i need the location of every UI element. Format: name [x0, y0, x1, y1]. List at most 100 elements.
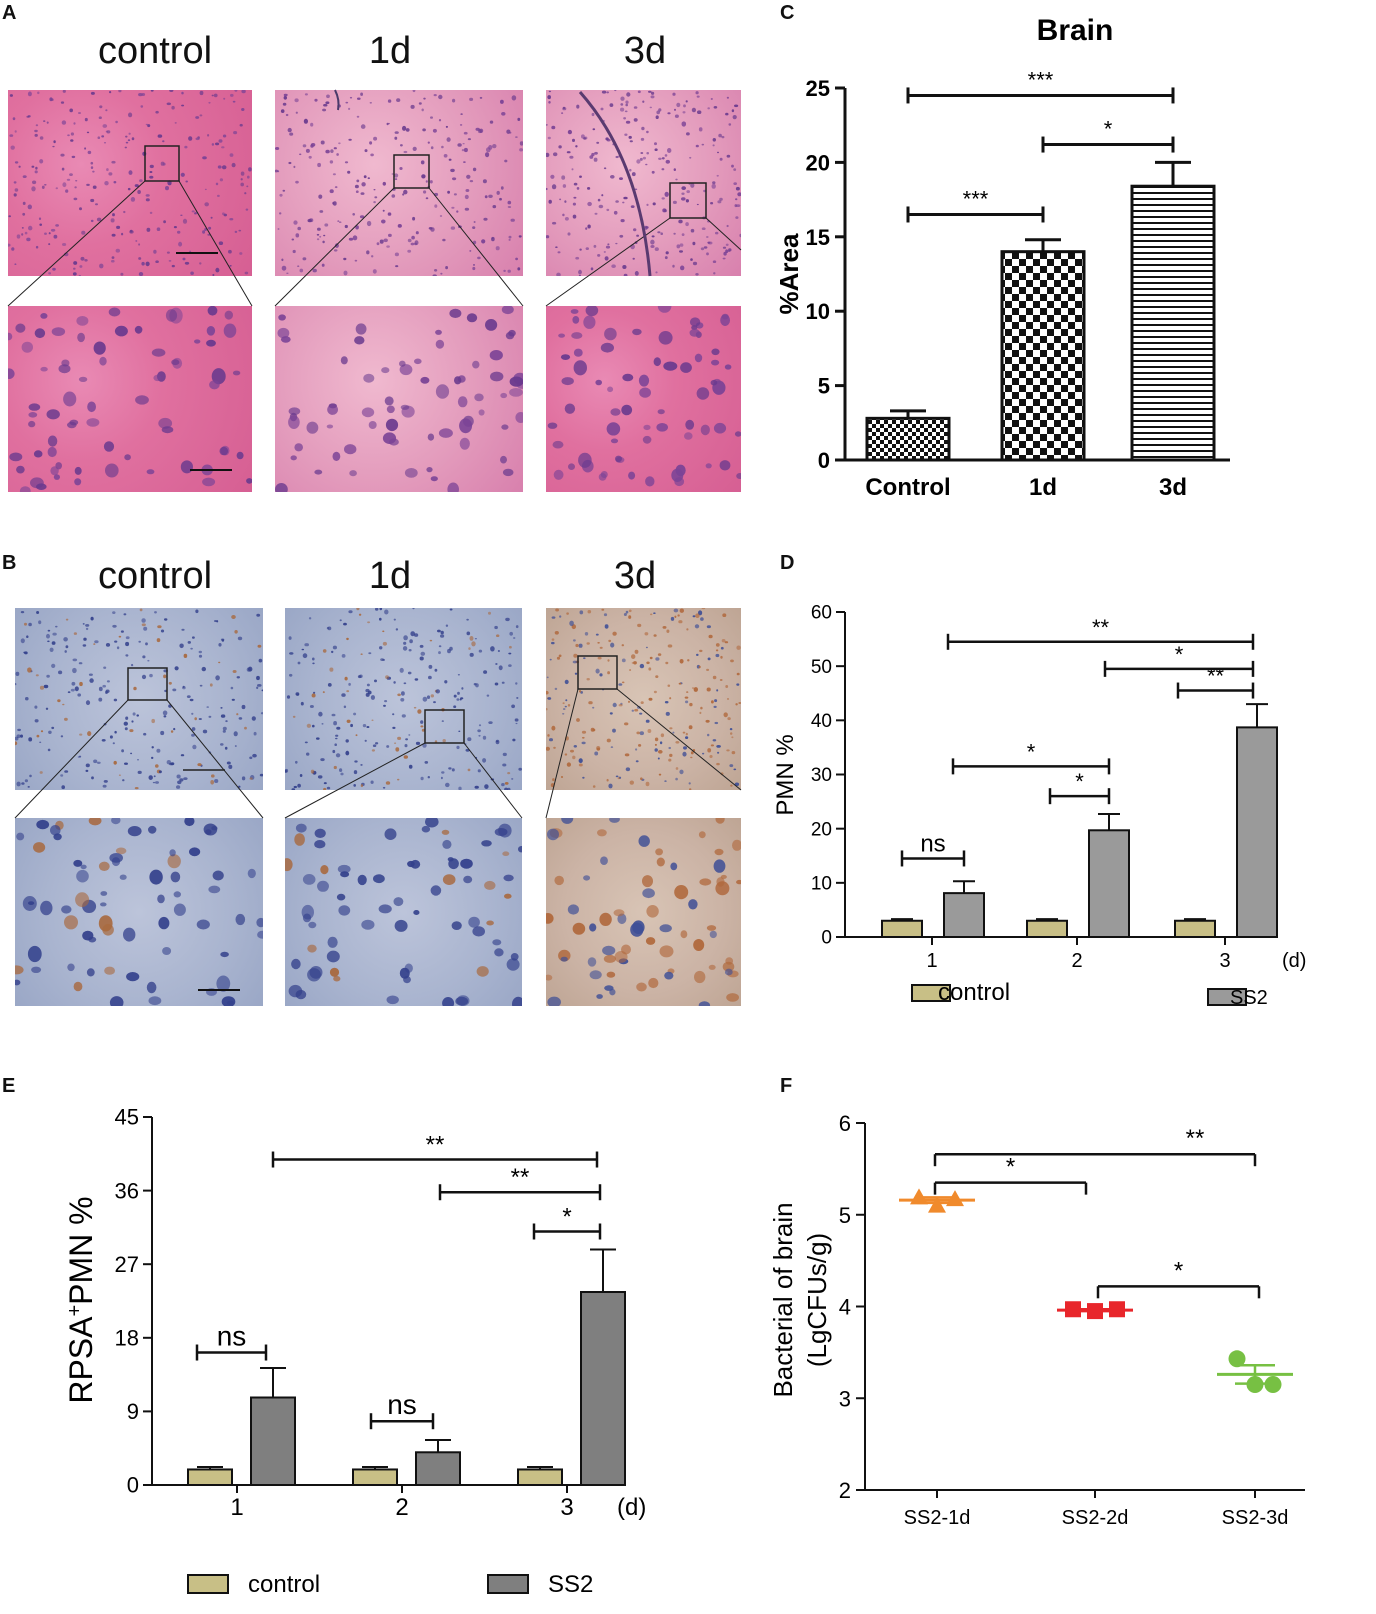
cell-nucleus [440, 634, 445, 638]
cell-nucleus [55, 187, 58, 190]
cell-nucleus [303, 118, 308, 124]
cell-nucleus [373, 874, 385, 884]
cell-nucleus [103, 142, 107, 144]
x-tick-label: 2 [395, 1494, 408, 1521]
cell-nucleus [364, 149, 368, 153]
cell-nucleus [735, 186, 740, 191]
cell-nucleus [84, 259, 88, 262]
cell-nucleus [48, 232, 51, 235]
cell-nucleus [302, 874, 316, 885]
cell-nucleus [292, 715, 296, 718]
cell-nucleus [51, 98, 54, 101]
cell-nucleus [232, 670, 237, 673]
cell-nucleus [399, 967, 410, 979]
cell-nucleus [211, 143, 215, 146]
cell-nucleus [453, 705, 457, 708]
cell-nucleus [546, 913, 554, 924]
cell-nucleus [499, 197, 502, 201]
cell-nucleus [502, 763, 507, 767]
cell-nucleus [442, 238, 446, 242]
cell-nucleus [707, 241, 713, 245]
cell-nucleus [51, 726, 55, 730]
cell-nucleus [79, 681, 83, 687]
cell-nucleus [210, 780, 215, 785]
cell-nucleus [357, 675, 362, 679]
cell-nucleus [229, 153, 234, 157]
cell-nucleus [392, 726, 396, 729]
cell-nucleus [426, 467, 433, 473]
cell-nucleus [716, 174, 719, 177]
cell-nucleus [184, 261, 190, 265]
cell-nucleus [155, 781, 159, 784]
cell-nucleus [427, 433, 435, 441]
cell-nucleus [440, 776, 443, 780]
cell-nucleus [642, 888, 655, 899]
cell-nucleus [607, 659, 610, 662]
legend-swatch [487, 1574, 529, 1594]
cell-nucleus [35, 124, 39, 127]
cell-nucleus [713, 859, 726, 873]
cell-nucleus [88, 673, 93, 676]
cell-nucleus [586, 642, 590, 645]
cell-nucleus [52, 145, 55, 148]
cell-nucleus [338, 142, 341, 145]
cell-nucleus [425, 197, 429, 200]
cell-nucleus [573, 348, 583, 357]
cell-nucleus [187, 641, 191, 644]
cell-nucleus [204, 228, 208, 231]
y-tick-label: 20 [811, 819, 832, 840]
cell-nucleus [256, 675, 260, 681]
cell-nucleus [72, 658, 78, 662]
cell-nucleus [515, 625, 519, 629]
cell-nucleus [256, 917, 263, 928]
cell-nucleus [48, 272, 51, 275]
cell-nucleus [679, 659, 684, 664]
cell-nucleus [460, 697, 464, 700]
cell-nucleus [633, 228, 637, 232]
cell-nucleus [440, 630, 444, 635]
cell-nucleus [606, 738, 611, 743]
cell-nucleus [165, 309, 178, 322]
cell-nucleus [41, 185, 45, 189]
cell-nucleus [573, 639, 576, 642]
cell-nucleus [474, 638, 477, 640]
cell-nucleus [314, 469, 323, 475]
cell-nucleus [500, 186, 504, 190]
cell-nucleus [613, 210, 618, 215]
cell-nucleus [728, 248, 732, 252]
cell-nucleus [232, 100, 236, 103]
cell-nucleus [96, 217, 102, 222]
legend-label: SS2 [1230, 987, 1268, 1009]
cell-nucleus [413, 910, 420, 915]
cell-nucleus [386, 995, 399, 1005]
cell-nucleus [357, 874, 367, 886]
cell-nucleus [210, 216, 213, 219]
cell-nucleus [124, 146, 128, 149]
cell-nucleus [304, 643, 309, 647]
cell-nucleus [403, 682, 407, 685]
cell-nucleus [685, 222, 689, 227]
cell-nucleus [572, 660, 578, 664]
cell-nucleus [722, 257, 726, 260]
cell-nucleus [572, 202, 576, 206]
cell-nucleus [176, 774, 181, 779]
panel-b-label-control: control [97, 555, 213, 597]
zoom-line [705, 217, 742, 251]
cell-nucleus [722, 613, 727, 617]
cell-nucleus [648, 977, 659, 989]
cell-nucleus [408, 649, 412, 652]
cell-nucleus [18, 165, 21, 168]
zoom-line [616, 688, 742, 791]
cell-nucleus [360, 784, 364, 788]
cell-nucleus [672, 92, 676, 96]
cell-nucleus [403, 641, 407, 645]
cell-nucleus [625, 610, 629, 614]
cell-nucleus [468, 916, 480, 928]
cell-nucleus [547, 95, 551, 100]
y-axis-label-part: PMN % [63, 1196, 99, 1304]
cell-nucleus [442, 839, 452, 849]
cell-nucleus [399, 364, 413, 376]
cell-nucleus [74, 186, 77, 189]
cell-nucleus [261, 689, 263, 692]
cell-nucleus [384, 700, 388, 703]
